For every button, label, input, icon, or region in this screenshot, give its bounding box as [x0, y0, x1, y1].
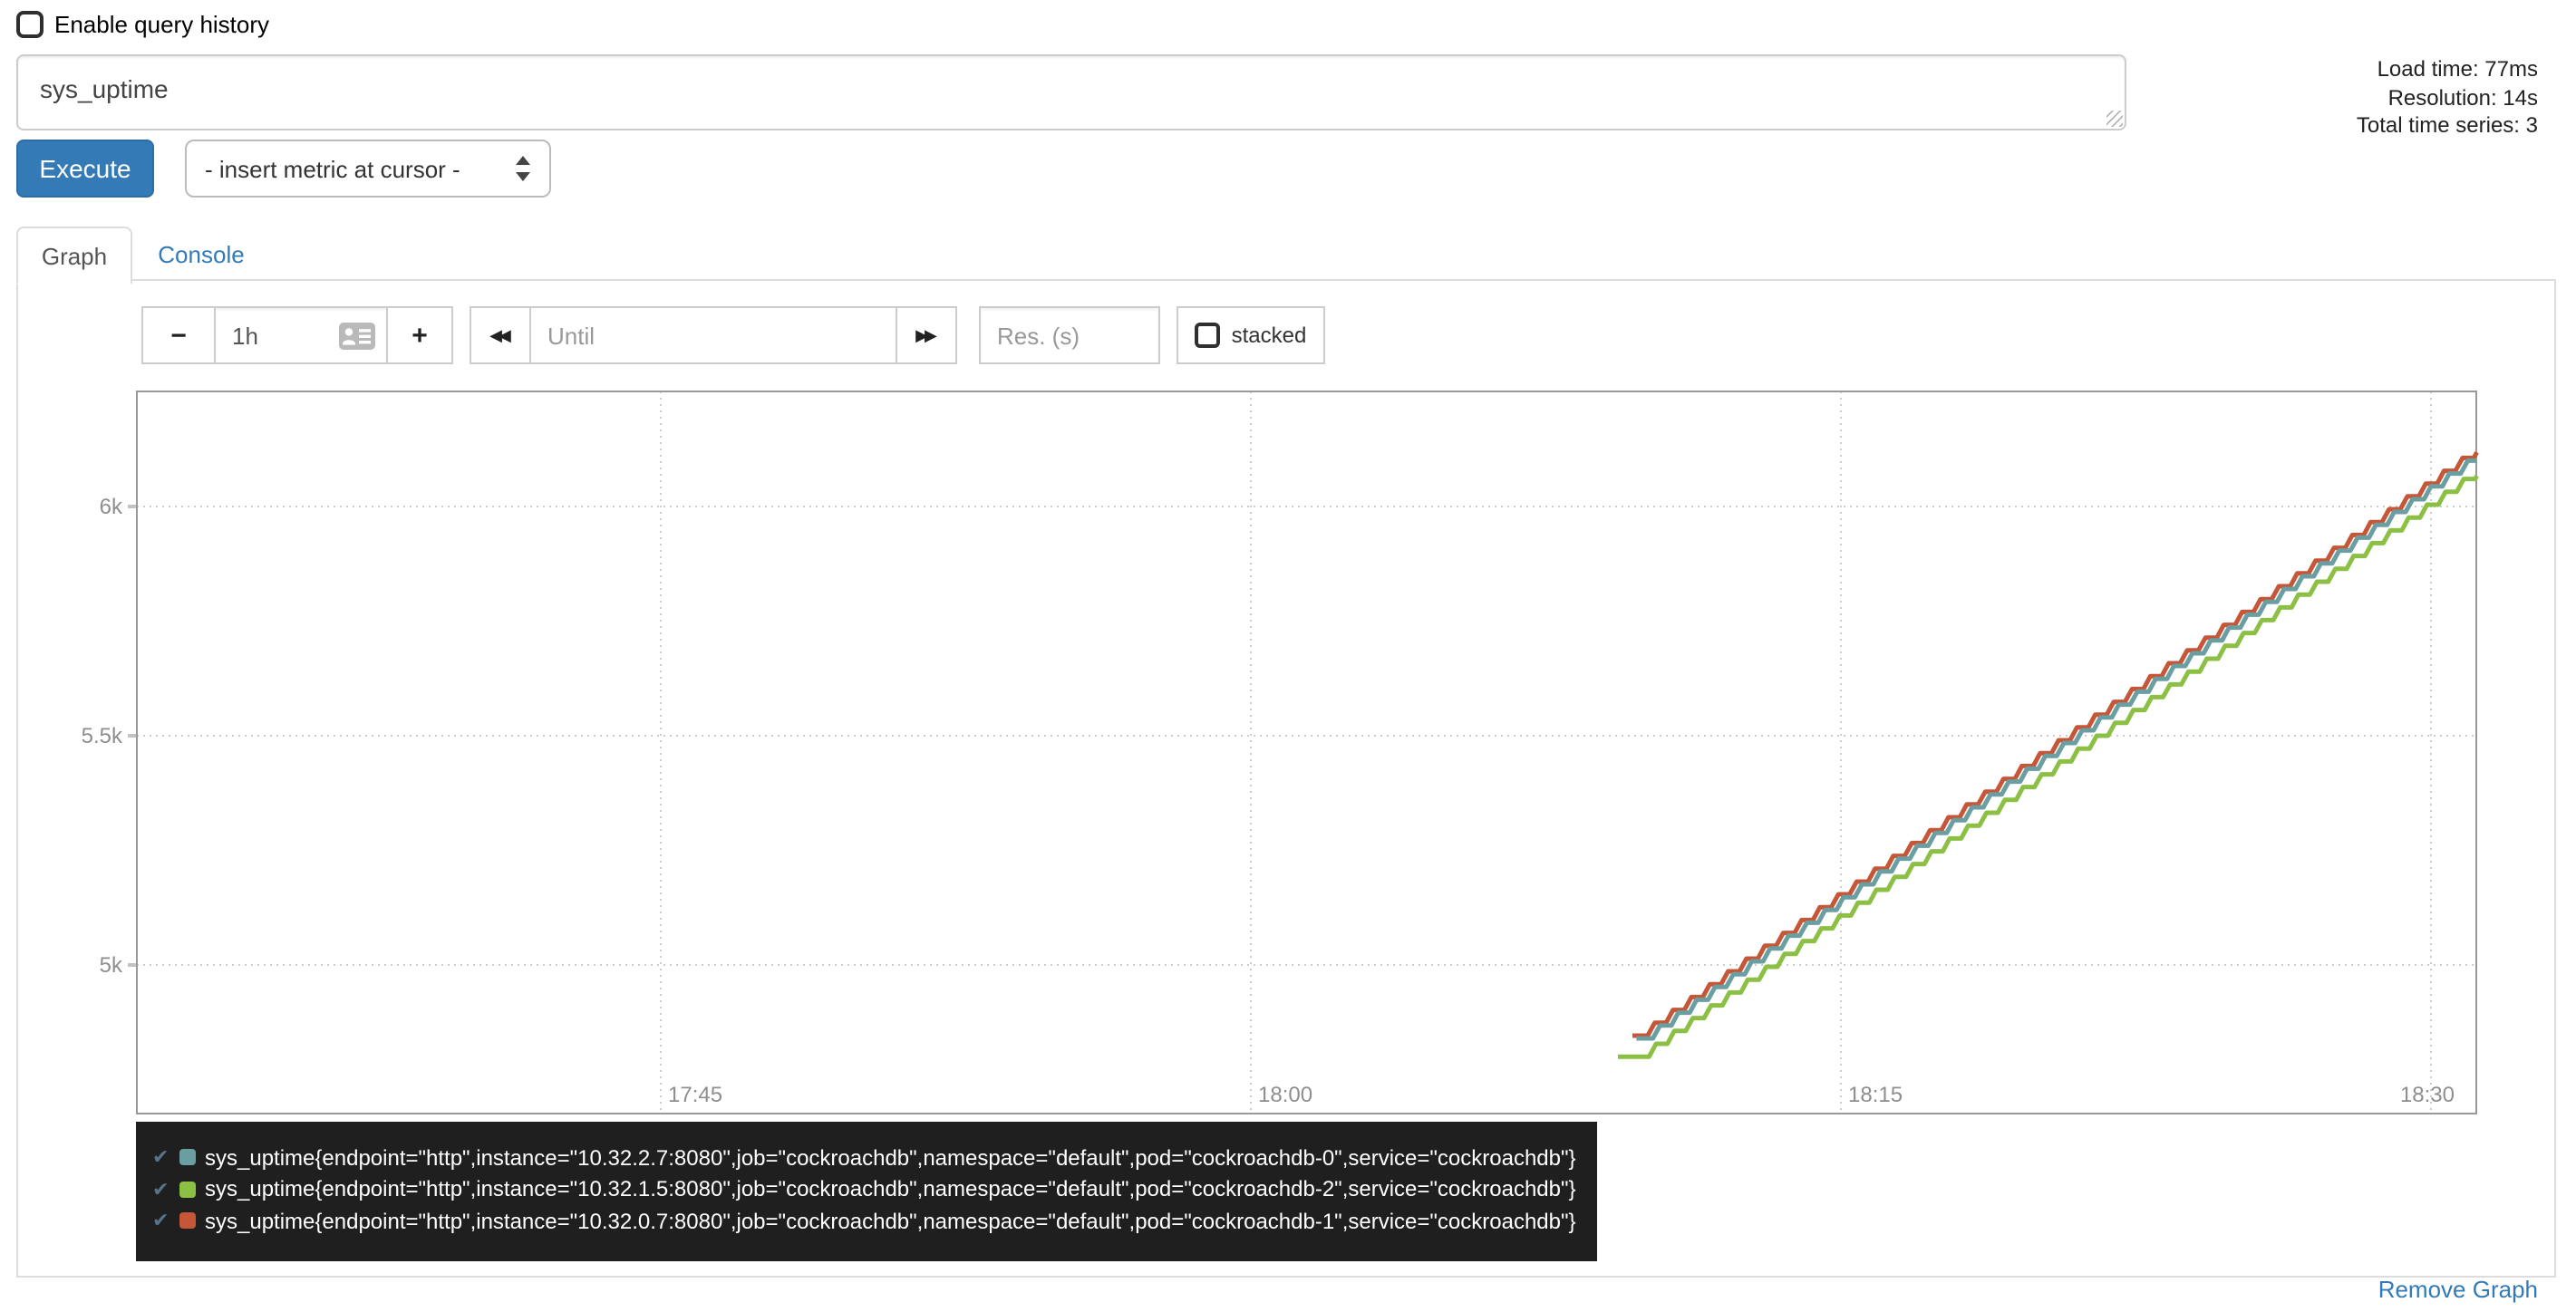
plus-icon: + — [412, 320, 428, 351]
svg-text:5k: 5k — [100, 953, 123, 978]
svg-text:18:30: 18:30 — [2400, 1083, 2455, 1107]
fast-forward-icon: ▶▶ — [915, 325, 937, 343]
until-input-box — [529, 306, 897, 364]
legend-color-swatch — [179, 1212, 196, 1230]
tab-bar: Graph Console — [16, 227, 2556, 285]
load-time: Load time: 77ms — [2377, 56, 2538, 82]
shrink-range-button[interactable]: − — [141, 306, 216, 364]
tab-console[interactable]: Console — [158, 240, 245, 267]
autofill-contact-icon[interactable] — [339, 323, 375, 350]
legend-color-swatch — [179, 1149, 196, 1166]
tab-graph[interactable]: Graph — [16, 227, 132, 285]
stacked-checkbox[interactable] — [1195, 323, 1221, 348]
shift-forward-button[interactable]: ▶▶ — [896, 306, 957, 364]
uptime-chart: 5k 5.5k 6k 17:45 18:00 18:15 18:30 — [54, 371, 2484, 1133]
query-stats: Load time: 77ms Resolution: 14s Total ti… — [2357, 56, 2538, 140]
graph-panel: − + ◀◀ ▶▶ — [16, 279, 2556, 1278]
legend-check-icon: ✔ — [152, 1147, 169, 1170]
resolution-input-box — [979, 306, 1160, 364]
legend-check-icon: ✔ — [152, 1211, 169, 1233]
stacked-toggle[interactable]: stacked — [1177, 306, 1325, 364]
legend-series-label: sys_uptime{endpoint="http",instance="10.… — [205, 1208, 1576, 1234]
total-time-series: Total time series: 3 — [2356, 112, 2538, 138]
execute-button[interactable]: Execute — [16, 140, 154, 198]
shift-back-button[interactable]: ◀◀ — [470, 306, 531, 364]
resolution: Resolution: 14s — [2387, 84, 2538, 110]
expression-input[interactable]: sys_uptime — [16, 54, 2126, 130]
legend-item[interactable]: ✔ sys_uptime{endpoint="http",instance="10… — [152, 1205, 1576, 1237]
until-input[interactable] — [531, 308, 896, 362]
svg-text:18:15: 18:15 — [1848, 1083, 1903, 1107]
legend-check-icon: ✔ — [152, 1179, 169, 1201]
grow-range-button[interactable]: + — [386, 306, 453, 364]
svg-text:6k: 6k — [100, 495, 123, 519]
chart-legend: ✔ sys_uptime{endpoint="http",instance="10… — [136, 1122, 1598, 1260]
remove-graph-link[interactable]: Remove Graph — [2377, 1276, 2538, 1303]
enable-query-history-label: Enable query history — [54, 11, 270, 38]
legend-series-label: sys_uptime{endpoint="http",instance="10.… — [205, 1144, 1576, 1171]
legend-item[interactable]: ✔ sys_uptime{endpoint="http",instance="10… — [152, 1142, 1576, 1173]
svg-text:17:45: 17:45 — [668, 1083, 722, 1107]
minus-icon: − — [170, 320, 187, 351]
query-history-row: Enable query history — [16, 11, 269, 38]
stacked-label: stacked — [1231, 323, 1307, 348]
insert-metric-dropdown-value: - insert metric at cursor - — [205, 155, 460, 182]
updown-caret-icon — [516, 156, 530, 181]
svg-text:18:00: 18:00 — [1258, 1083, 1312, 1107]
enable-query-history-checkbox[interactable] — [16, 11, 44, 38]
range-input-box — [214, 306, 388, 364]
legend-color-swatch — [179, 1181, 196, 1198]
rewind-icon: ◀◀ — [489, 325, 511, 343]
insert-metric-dropdown[interactable]: - insert metric at cursor - — [185, 140, 551, 198]
legend-series-label: sys_uptime{endpoint="http",instance="10.… — [205, 1176, 1576, 1202]
resolution-input[interactable] — [981, 308, 1158, 362]
legend-item[interactable]: ✔ sys_uptime{endpoint="http",instance="10… — [152, 1173, 1576, 1205]
svg-text:5.5k: 5.5k — [82, 724, 123, 748]
